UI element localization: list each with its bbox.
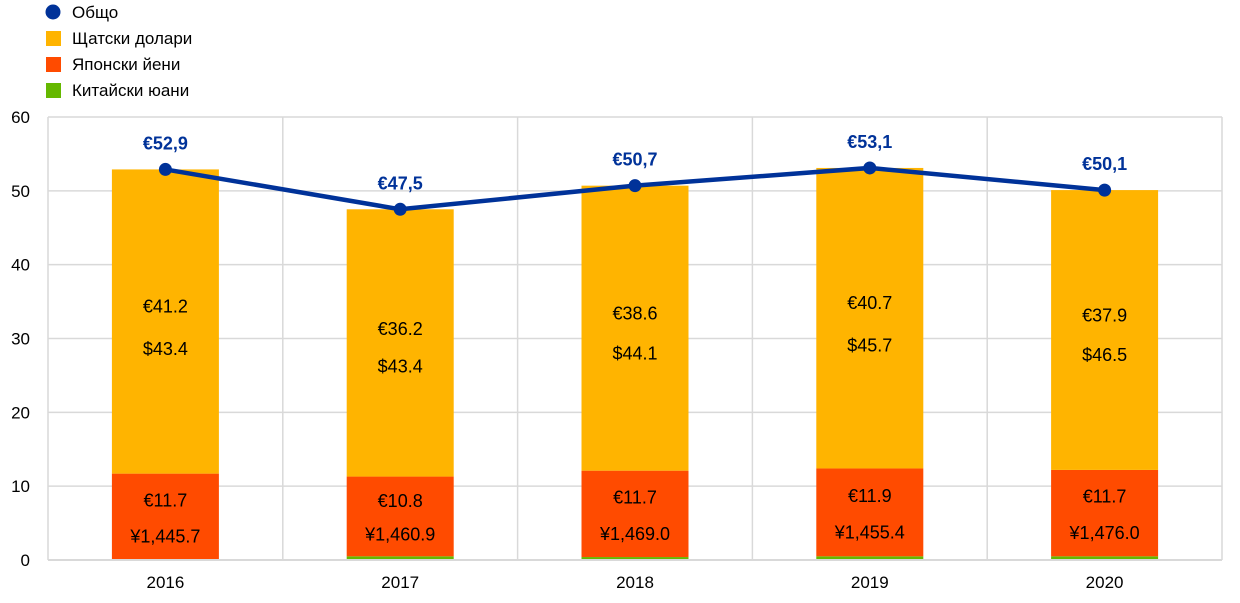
bar-label-eur: €41.2 <box>143 296 188 316</box>
bar-label-local: ¥1,476.0 <box>1069 523 1140 543</box>
bar-label-local: ¥1,455.4 <box>834 523 905 543</box>
legend-label: Общо <box>72 3 118 22</box>
bar-segment <box>111 169 219 474</box>
x-tick-label: 2017 <box>381 573 419 592</box>
bar-segment <box>1051 190 1159 470</box>
bar-label-local: $43.4 <box>143 339 188 359</box>
bar-label-eur: €37.9 <box>1082 306 1127 326</box>
total-label: €53,1 <box>847 132 892 152</box>
bar-segment <box>1051 469 1159 557</box>
total-label: €50,1 <box>1082 154 1127 174</box>
y-tick-label: 10 <box>11 477 30 496</box>
x-tick-label: 2018 <box>616 573 654 592</box>
bar-segment <box>1051 556 1159 560</box>
x-tick-label: 2019 <box>851 573 889 592</box>
total-label: €47,5 <box>378 173 423 193</box>
bar-segment <box>581 557 689 560</box>
bar-label-eur: €38.6 <box>612 304 657 324</box>
bar-segment <box>581 185 689 471</box>
bar-label-eur: €10.8 <box>378 491 423 511</box>
y-tick-label: 50 <box>11 182 30 201</box>
bar-segment <box>346 209 454 477</box>
total-point <box>158 162 172 176</box>
x-tick-label: 2020 <box>1086 573 1124 592</box>
y-tick-label: 20 <box>11 403 30 422</box>
total-label: €52,9 <box>143 133 188 153</box>
bar-label-local: ¥1,469.0 <box>599 524 670 544</box>
y-tick-label: 40 <box>11 256 30 275</box>
legend-label: Китайски юани <box>72 81 189 100</box>
bar-label-local: $45.7 <box>847 335 892 355</box>
y-tick-label: 30 <box>11 330 30 349</box>
bar-segment <box>816 167 924 469</box>
bar-label-eur: €36.2 <box>378 319 423 339</box>
bar-segment <box>816 556 924 560</box>
bar-segment <box>581 470 689 558</box>
bar-label-local: ¥1,460.9 <box>364 524 435 544</box>
total-point <box>628 179 642 193</box>
total-point <box>393 202 407 216</box>
bar-segment <box>346 556 454 560</box>
legend-label: Японски йени <box>72 55 180 74</box>
total-label: €50,7 <box>612 150 657 170</box>
bar-label-local: $44.1 <box>612 344 657 364</box>
bar-segment <box>346 476 454 557</box>
bar-label-local: ¥1,445.7 <box>129 527 200 547</box>
bar-label-local: $46.5 <box>1082 345 1127 365</box>
bar-segment <box>111 473 219 560</box>
bar-label-local: $43.4 <box>378 356 423 376</box>
bar-label-eur: €11.7 <box>613 487 657 507</box>
bar-label-eur: €11.7 <box>1083 487 1127 507</box>
x-tick-label: 2016 <box>146 573 184 592</box>
bar-label-eur: €40.7 <box>847 293 892 313</box>
legend-marker-square <box>46 83 61 98</box>
legend-label: Щатски долари <box>72 29 192 48</box>
legend-marker-circle <box>45 4 61 20</box>
bar-segment <box>816 468 924 557</box>
total-point <box>863 161 877 175</box>
bar-label-eur: €11.9 <box>848 486 892 506</box>
legend-marker-square <box>46 31 61 46</box>
legend-marker-square <box>46 57 61 72</box>
y-tick-label: 60 <box>11 108 30 127</box>
bar-label-eur: €11.7 <box>144 490 188 510</box>
y-tick-label: 0 <box>21 551 30 570</box>
total-point <box>1098 183 1112 197</box>
